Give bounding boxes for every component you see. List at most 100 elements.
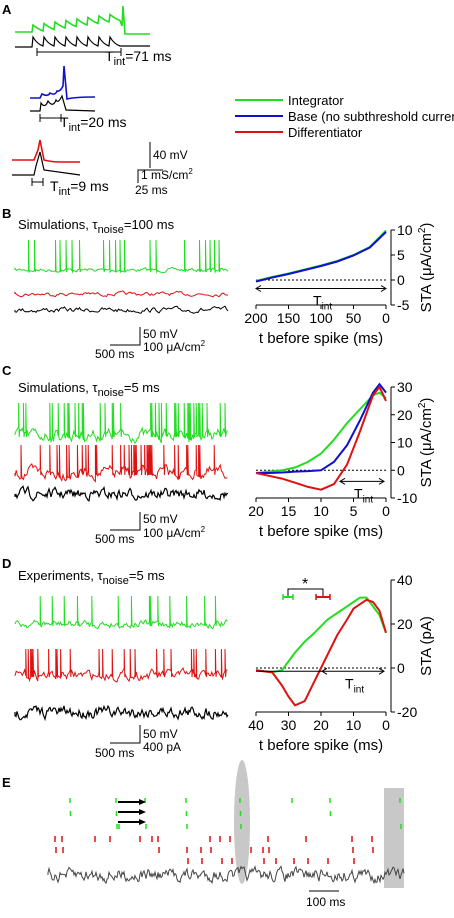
scale-label-b-i: 100 μA/cm2 (143, 339, 206, 354)
y-tick-label: 30 (397, 379, 413, 395)
series-line-red (255, 598, 387, 707)
scale-label-e-t: 100 ms (306, 895, 345, 909)
panel-label-c: C (2, 363, 12, 378)
trace-differentiator-d (14, 648, 228, 683)
y-axis-label: STA (μA/cm2) (417, 223, 435, 313)
x-tick-label: 20 (248, 503, 264, 519)
scale-label-d-i: 400 pA (143, 740, 181, 754)
trace-base-a (30, 65, 96, 101)
x-tick-label: 100 (309, 310, 333, 326)
panel-c-traces (14, 402, 229, 502)
y-tick-label: 40 (397, 572, 413, 588)
x-tick-label: 20 (313, 717, 329, 733)
series-line-blue (255, 231, 387, 283)
x-tick-label: 15 (281, 503, 297, 519)
scale-label-c-v: 50 mV (143, 512, 178, 526)
sta-chart-c: 20 15 10 5 0 t before spike (ms) 30 20 10 0 -10STA… (248, 379, 435, 540)
panel-e-rasters (47, 760, 405, 888)
trace-differentiator-a (12, 139, 80, 163)
series-line-green (255, 596, 387, 674)
scale-label-b-t: 500 ms (95, 347, 134, 361)
scale-label-c-t: 500 ms (95, 532, 134, 546)
arrow-head (139, 799, 146, 805)
y-tick-label: 0 (397, 272, 405, 288)
trace-integrator-a (15, 5, 150, 35)
shaded-ellipse (234, 760, 250, 884)
panel-a-traces (12, 5, 150, 186)
legend: Integrator Base (no subthreshold current… (235, 93, 454, 140)
y-tick-label: 10 (397, 435, 413, 451)
scale-bar-c (110, 512, 141, 531)
scale-label-a-v: 40 mV (153, 148, 188, 162)
x-tick-label: 5 (350, 503, 358, 519)
arrow-head (139, 809, 146, 815)
panel-label-d: D (2, 556, 11, 571)
x-tick-label: 0 (382, 503, 390, 519)
tint-label-a3: Tint=9 ms (50, 178, 109, 198)
trace-differentiator-c (14, 444, 228, 483)
sta-chart-d: 40 30 20 10 0 t before spike (ms) 40 20 0 -20 STA … (248, 572, 435, 754)
y-tick-label: 5 (397, 247, 405, 263)
x-axis-label: t before spike (ms) (259, 330, 383, 347)
scale-bar-b (110, 327, 141, 346)
scale-label-d-t: 500 ms (95, 746, 134, 760)
x-tick-label: 150 (277, 310, 301, 326)
series-line-green (255, 229, 387, 282)
y-tick-label: 20 (397, 616, 413, 632)
panel-label-a: A (2, 2, 12, 17)
trace-differentiator-b (14, 290, 229, 298)
y-tick-label: -5 (397, 297, 410, 313)
y-tick-label: -20 (397, 704, 417, 720)
scale-label-c-i: 100 μA/cm2 (143, 525, 206, 540)
y-tick-label: 20 (397, 407, 413, 423)
panel-label-b: B (2, 206, 11, 221)
panel-d-title: Experiments, τnoise=5 ms (18, 568, 165, 587)
series-line-red (255, 385, 387, 491)
x-tick-label: 40 (248, 717, 264, 733)
tint-arrowhead (255, 285, 262, 292)
panel-label-e: E (2, 775, 11, 790)
trace-current-a1 (15, 35, 150, 48)
x-tick-label: 10 (313, 503, 329, 519)
tint-arrowhead (339, 477, 346, 485)
arrow-head (139, 819, 146, 825)
x-tick-label: 0 (382, 310, 390, 326)
series-line-blue (256, 382, 387, 474)
scale-bar-a (137, 142, 163, 183)
trace-noise-e (47, 865, 405, 885)
trace-current-c (14, 485, 229, 502)
panel-c-title: Simulations, τnoise=5 ms (18, 380, 160, 399)
tint-arrowhead (380, 285, 387, 292)
significance-star: * (302, 576, 308, 593)
scale-bar-d (110, 725, 141, 744)
trace-current-d (14, 704, 229, 722)
shaded-rect (384, 788, 404, 888)
scale-label-b-v: 50 mV (143, 327, 178, 341)
y-tick-label: 0 (397, 462, 405, 478)
x-tick-label: 0 (382, 717, 390, 733)
trace-integrator-d (14, 595, 228, 630)
y-axis-label: STA (μA/cm2) (417, 398, 435, 488)
legend-label-integrator: Integrator (288, 93, 344, 108)
legend-label-differentiator: Differentiator (288, 125, 363, 140)
trace-integrator-c (14, 402, 228, 445)
tint-arrowhead (378, 477, 385, 485)
tint-label: Tint (313, 293, 332, 313)
scale-label-a-t: 25 ms (135, 183, 168, 197)
significance-bracket (287, 588, 324, 597)
y-tick-label: 0 (397, 660, 405, 676)
legend-label-base: Base (no subthreshold current) (288, 109, 454, 124)
x-tick-label: 200 (244, 310, 268, 326)
trace-current-a2 (30, 94, 96, 112)
trace-current-a3 (12, 151, 81, 176)
panel-b-traces (14, 239, 229, 314)
scale-label-d-v: 50 mV (143, 727, 178, 741)
y-tick-label: -10 (397, 490, 417, 506)
trace-integrator-b (14, 239, 229, 274)
x-axis-label: t before spike (ms) (259, 737, 383, 754)
panel-d-traces (14, 595, 229, 722)
scale-label-a-i: 1 mS/cm2 (141, 167, 193, 182)
tint-arrowhead (378, 667, 385, 675)
